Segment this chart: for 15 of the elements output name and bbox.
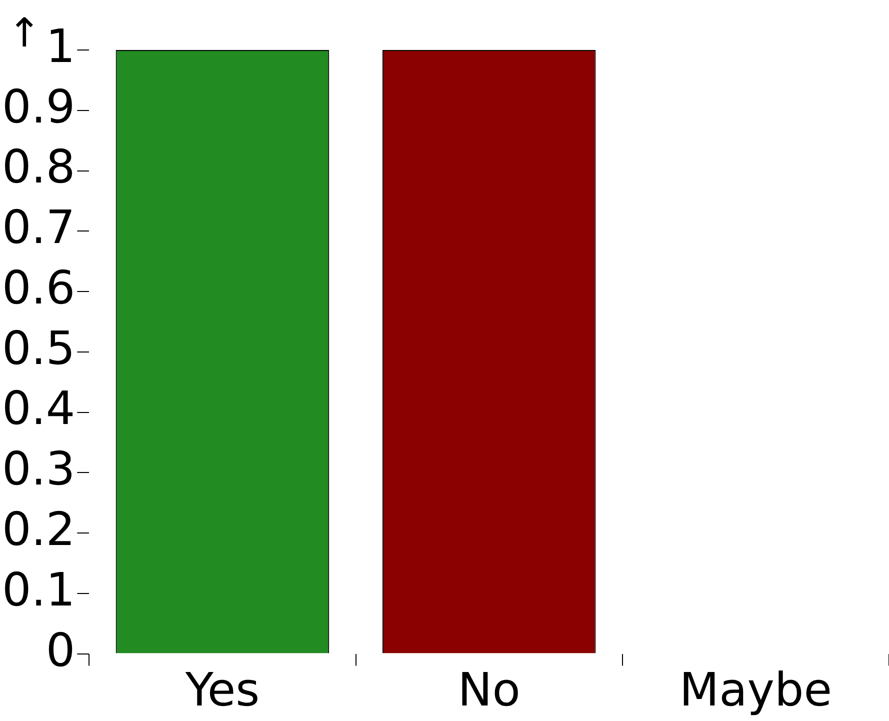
- x-tick-label: No: [458, 662, 520, 716]
- y-tick-label: 0.1: [2, 562, 76, 616]
- x-tick-label: Yes: [184, 662, 260, 716]
- y-tick-label: 0.7: [2, 200, 76, 254]
- y-tick-label: 0.8: [2, 140, 76, 194]
- y-tick-label: 0: [46, 622, 76, 677]
- y-tick-label: 0.6: [2, 260, 76, 314]
- y-tick-label: 0.2: [2, 502, 76, 556]
- y-tick-label: 0.9: [2, 79, 76, 134]
- y-tick-label: 1: [46, 18, 76, 73]
- y-tick-label: 0.3: [2, 442, 76, 496]
- y-tick-label: 0.4: [2, 381, 76, 436]
- x-tick-label: Maybe: [679, 662, 832, 716]
- y-tick-label: 0.5: [2, 320, 76, 375]
- y-axis-title: ↑: [8, 10, 42, 56]
